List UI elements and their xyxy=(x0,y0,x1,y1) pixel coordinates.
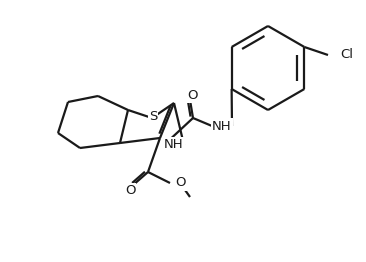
Text: NH: NH xyxy=(212,119,232,133)
Text: O: O xyxy=(187,89,197,102)
Text: NH: NH xyxy=(164,139,184,151)
Text: O: O xyxy=(125,184,135,197)
Text: O: O xyxy=(175,177,186,189)
Text: S: S xyxy=(149,111,157,123)
Text: Cl: Cl xyxy=(340,48,353,62)
